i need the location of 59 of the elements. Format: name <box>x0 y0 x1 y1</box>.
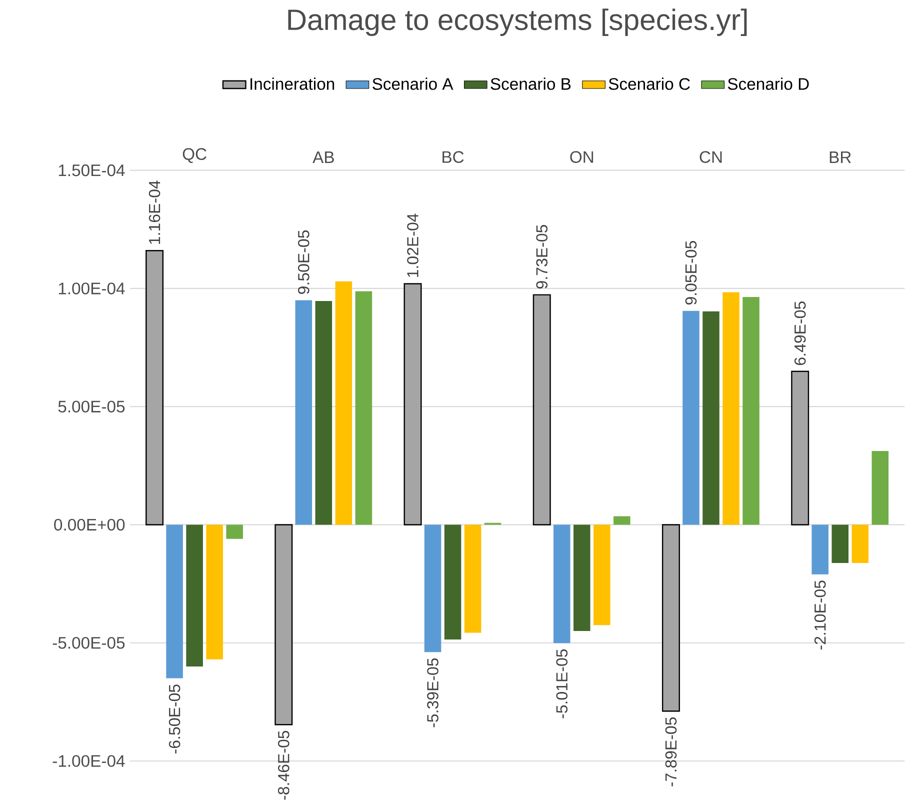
x-tick-label: BC <box>442 151 464 163</box>
bar <box>424 524 442 652</box>
bar <box>614 516 630 525</box>
bar <box>532 294 551 526</box>
x-tick-label: ON <box>570 151 594 163</box>
data-label: 9.05E-05 <box>685 241 697 305</box>
data-label: -2.10E-05 <box>814 580 826 650</box>
bar <box>355 291 372 525</box>
data-label: 1.02E-04 <box>407 214 418 277</box>
bar <box>315 300 332 525</box>
data-label: -5.01E-05 <box>556 649 568 718</box>
bar <box>702 311 720 525</box>
bar <box>553 524 570 644</box>
bar <box>444 524 462 640</box>
y-tick-label: -1.00E-04 <box>52 755 125 767</box>
bar <box>742 296 760 525</box>
y-tick-label: 5.00E-05 <box>58 400 125 412</box>
bar <box>186 524 203 666</box>
data-label: -7.89E-05 <box>665 717 677 786</box>
x-tick-label: CN <box>700 151 722 163</box>
bar <box>852 524 869 563</box>
legend-label: Scenario B <box>490 78 571 90</box>
y-tick-label: -5.00E-05 <box>52 636 125 649</box>
bar <box>404 283 422 526</box>
data-label: -8.46E-05 <box>278 730 290 800</box>
legend-label: Scenario A <box>372 78 454 90</box>
bar <box>335 281 352 525</box>
data-label: 9.73E-05 <box>536 224 548 288</box>
bar <box>722 292 740 525</box>
y-tick-label: 0.00E+00 <box>54 518 125 531</box>
bar <box>226 524 243 539</box>
chart-title: Damage to ecosystems [species.yr] <box>288 8 747 36</box>
bar <box>812 524 828 574</box>
bar <box>573 524 590 632</box>
bar <box>682 310 700 525</box>
bar <box>662 524 680 712</box>
x-tick-label: BR <box>830 151 851 163</box>
bar <box>274 524 293 726</box>
bar <box>206 524 223 660</box>
data-label: 1.16E-04 <box>148 180 160 244</box>
bar <box>594 524 610 626</box>
bar <box>832 524 848 563</box>
data-label: 6.49E-05 <box>794 302 806 365</box>
bar <box>464 524 482 633</box>
data-label: -6.50E-05 <box>168 684 180 754</box>
y-tick-label: 1.50E-04 <box>58 164 125 176</box>
legend-label: Scenario D <box>728 78 809 90</box>
bar <box>791 370 810 526</box>
bar <box>295 300 312 525</box>
legend-label: Incineration <box>250 78 334 90</box>
bar <box>146 250 164 526</box>
data-label: 9.50E-05 <box>298 230 310 294</box>
bar <box>166 524 183 678</box>
x-tick-label: QC <box>182 148 206 163</box>
legend-label: Scenario C <box>608 78 690 90</box>
y-tick-label: 1.00E-04 <box>58 282 125 294</box>
x-tick-label: AB <box>312 151 334 163</box>
data-label: -5.39E-05 <box>427 658 438 728</box>
bar <box>872 451 889 525</box>
